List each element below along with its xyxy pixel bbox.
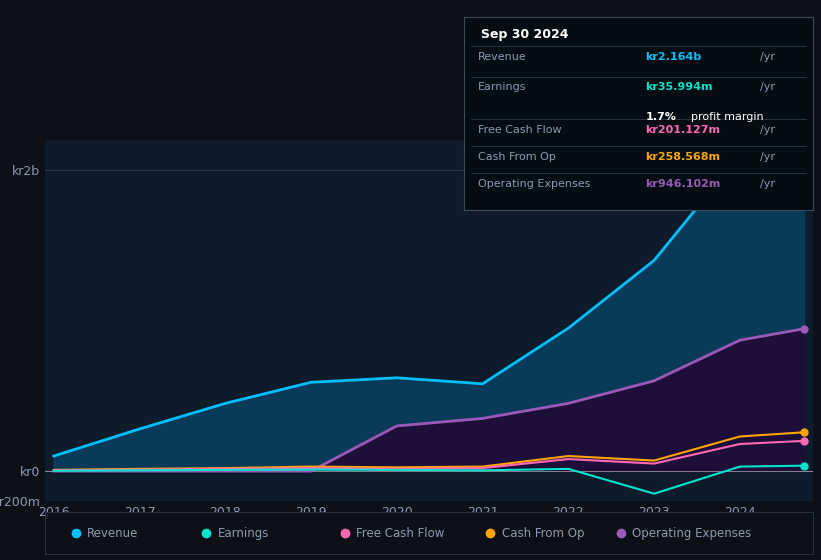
Text: Revenue: Revenue — [87, 527, 139, 540]
Text: kr946.102m: kr946.102m — [645, 179, 721, 189]
Text: kr201.127m: kr201.127m — [645, 125, 720, 135]
Text: Cash From Op: Cash From Op — [502, 527, 585, 540]
Text: /yr: /yr — [760, 152, 776, 162]
Text: Revenue: Revenue — [478, 52, 526, 62]
Text: profit margin: profit margin — [690, 113, 764, 123]
Text: /yr: /yr — [760, 179, 776, 189]
Text: Operating Expenses: Operating Expenses — [478, 179, 590, 189]
Text: /yr: /yr — [760, 125, 776, 135]
Text: Earnings: Earnings — [478, 82, 526, 92]
Text: Free Cash Flow: Free Cash Flow — [356, 527, 444, 540]
Text: kr35.994m: kr35.994m — [645, 82, 713, 92]
Text: /yr: /yr — [760, 52, 776, 62]
Text: Free Cash Flow: Free Cash Flow — [478, 125, 562, 135]
Text: Operating Expenses: Operating Expenses — [632, 527, 752, 540]
Text: kr258.568m: kr258.568m — [645, 152, 720, 162]
Text: Earnings: Earnings — [218, 527, 269, 540]
Text: Sep 30 2024: Sep 30 2024 — [481, 29, 569, 41]
Text: /yr: /yr — [760, 82, 776, 92]
Text: 1.7%: 1.7% — [645, 113, 677, 123]
Text: kr2.164b: kr2.164b — [645, 52, 702, 62]
Text: Cash From Op: Cash From Op — [478, 152, 556, 162]
